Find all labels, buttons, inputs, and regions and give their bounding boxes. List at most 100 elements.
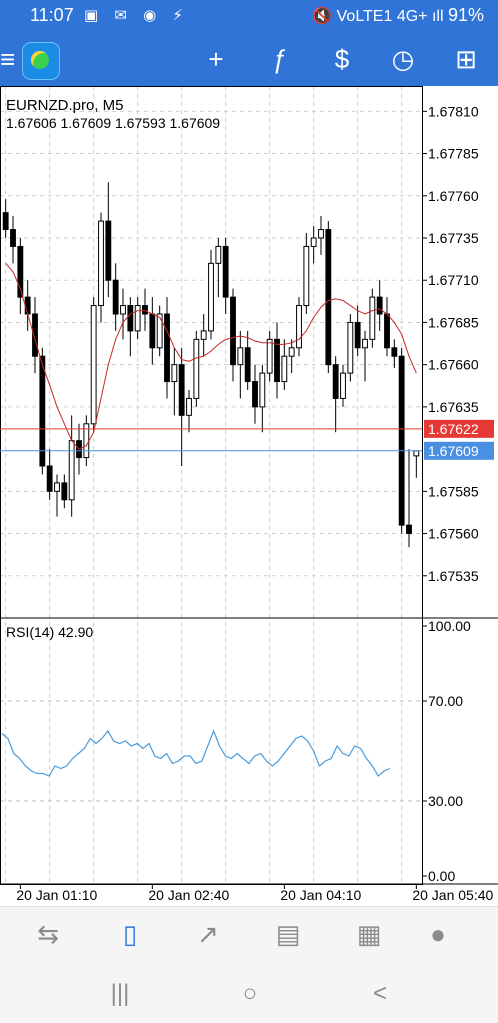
home-icon[interactable]: ○ (242, 980, 258, 1007)
candle-body (406, 524, 412, 535)
indicators-icon[interactable]: ƒ (271, 44, 287, 74)
price-line-tag (424, 419, 494, 438)
candle-body (310, 237, 317, 247)
candle-body (391, 347, 398, 357)
price-line-tag (424, 441, 494, 460)
price-axis-label: 1.67810 (428, 103, 479, 119)
candle-body (259, 372, 266, 408)
candle-body (347, 321, 354, 374)
news-icon[interactable]: ▦ (356, 919, 382, 949)
candle-body (39, 355, 46, 467)
candle-body (332, 364, 339, 399)
candle-body (171, 364, 178, 383)
price-axis-label: 1.67710 (428, 272, 479, 288)
rsi-axis-label: 70.00 (428, 693, 463, 709)
candle-body (296, 305, 302, 349)
candle-body (149, 313, 156, 349)
chart-tab-icon[interactable]: ▯ (122, 919, 138, 949)
candle-body (318, 229, 324, 239)
network-icons: 🔇 VoLTE1 4G+ ıll (312, 8, 444, 25)
history-icon[interactable]: ▤ (275, 919, 301, 949)
candle-body (98, 220, 104, 307)
candle-body (54, 482, 60, 492)
candle-body (105, 220, 112, 281)
candle-body (90, 305, 97, 425)
candle-body (384, 313, 390, 349)
price-axis-label: 1.67785 (428, 146, 479, 162)
candle-body (325, 229, 332, 366)
bottom-navigation: ⇆ ▯ ↗ ▤ ▦ ● (0, 906, 498, 967)
candle-body (127, 305, 134, 332)
candle-body (68, 440, 75, 501)
notification-icons: ▣ ✉ ◉ ⚡ (84, 7, 189, 24)
back-icon[interactable]: < (372, 980, 387, 1007)
symbol-label: EURNZD.pro, M5 (6, 97, 124, 114)
price-axis-label: 1.67735 (428, 230, 479, 246)
candle-body (230, 296, 236, 366)
recent-apps-icon[interactable]: ||| (110, 980, 130, 1007)
candle-body (303, 245, 310, 307)
candle-body (252, 381, 258, 408)
trade-icon[interactable]: $ (334, 44, 350, 74)
candle-body (354, 321, 361, 349)
rsi-axis-label: 30.00 (428, 793, 463, 809)
price-axis-label: 1.67660 (428, 357, 479, 373)
time-axis-label: 20 Jan 02:40 (148, 887, 229, 903)
rsi-axis-label: 0.00 (428, 868, 455, 884)
status-bar: 11:07 ▣ ✉ ◉ ⚡ 🔇 VoLTE1 4G+ ıll 91% (0, 0, 498, 32)
battery-percentage: 91% (447, 5, 484, 25)
price-axis-label: 1.67585 (428, 483, 479, 499)
moving-average-line (5, 263, 417, 450)
candle-body (17, 245, 24, 298)
price-axis-label: 1.67635 (428, 399, 479, 415)
time-axis-label: 20 Jan 01:10 (16, 887, 97, 903)
new-order-icon[interactable]: ⊞ (455, 44, 477, 74)
candle-body (281, 355, 288, 383)
rsi-line (1, 729, 391, 777)
candle-body (156, 313, 163, 349)
candle-body (237, 347, 244, 366)
candle-body (340, 372, 346, 399)
candle-body (274, 338, 280, 383)
price-axis-label: 1.67560 (428, 526, 479, 542)
candle-body (288, 347, 295, 357)
signal-icons: 🔇 VoLTE1 4G+ ıll 91% (312, 5, 484, 26)
system-navigation: ||| ○ < (0, 966, 498, 1023)
price-axis-label: 1.67760 (428, 188, 479, 204)
candle-body (413, 450, 420, 457)
clock: 11:07 (30, 5, 74, 25)
ohlc-label: 1.67606 1.67609 1.67593 1.67609 (6, 115, 220, 131)
chart-area[interactable]: 1.67810 1.67785 1.67760 1.67735 1.67710 1.676… (0, 86, 498, 906)
candle-body (186, 397, 192, 416)
candle-body (10, 229, 16, 247)
menu-icon[interactable]: ≡ (0, 44, 16, 74)
candle-body (142, 305, 148, 315)
price-axis-label: 1.67535 (428, 568, 479, 584)
trade-tab-icon[interactable]: ↗ (197, 919, 219, 949)
crosshair-icon[interactable]: + (208, 44, 224, 74)
price-line-label: 1.67609 (428, 443, 479, 459)
quotes-icon[interactable]: ⇆ (37, 919, 59, 949)
candle-body (24, 296, 31, 315)
timeframe-icon[interactable]: ◷ (391, 44, 415, 74)
messages-icon[interactable]: ● (430, 919, 446, 949)
candle-body (164, 313, 170, 383)
candle-body (193, 338, 200, 399)
chart-canvas[interactable]: 1.67810 1.67785 1.67760 1.67735 1.67710 1.676… (0, 86, 498, 906)
candle-body (46, 465, 53, 492)
candle-body (112, 279, 119, 315)
candle-body (120, 305, 126, 315)
candle-body (134, 305, 141, 332)
candle-body (178, 364, 185, 416)
app-logo[interactable] (22, 42, 60, 80)
candle-body (200, 330, 207, 340)
candle-body (376, 296, 383, 315)
rsi-label: RSI(14) 42.90 (6, 624, 93, 640)
price-axis-label: 1.67685 (428, 314, 479, 330)
price-line-label: 1.67622 (428, 421, 479, 437)
candle-body (362, 338, 368, 349)
rsi-axis-label: 100.00 (428, 618, 471, 634)
candle-body (215, 245, 222, 264)
candle-body (266, 338, 273, 374)
candle-body (32, 313, 38, 357)
